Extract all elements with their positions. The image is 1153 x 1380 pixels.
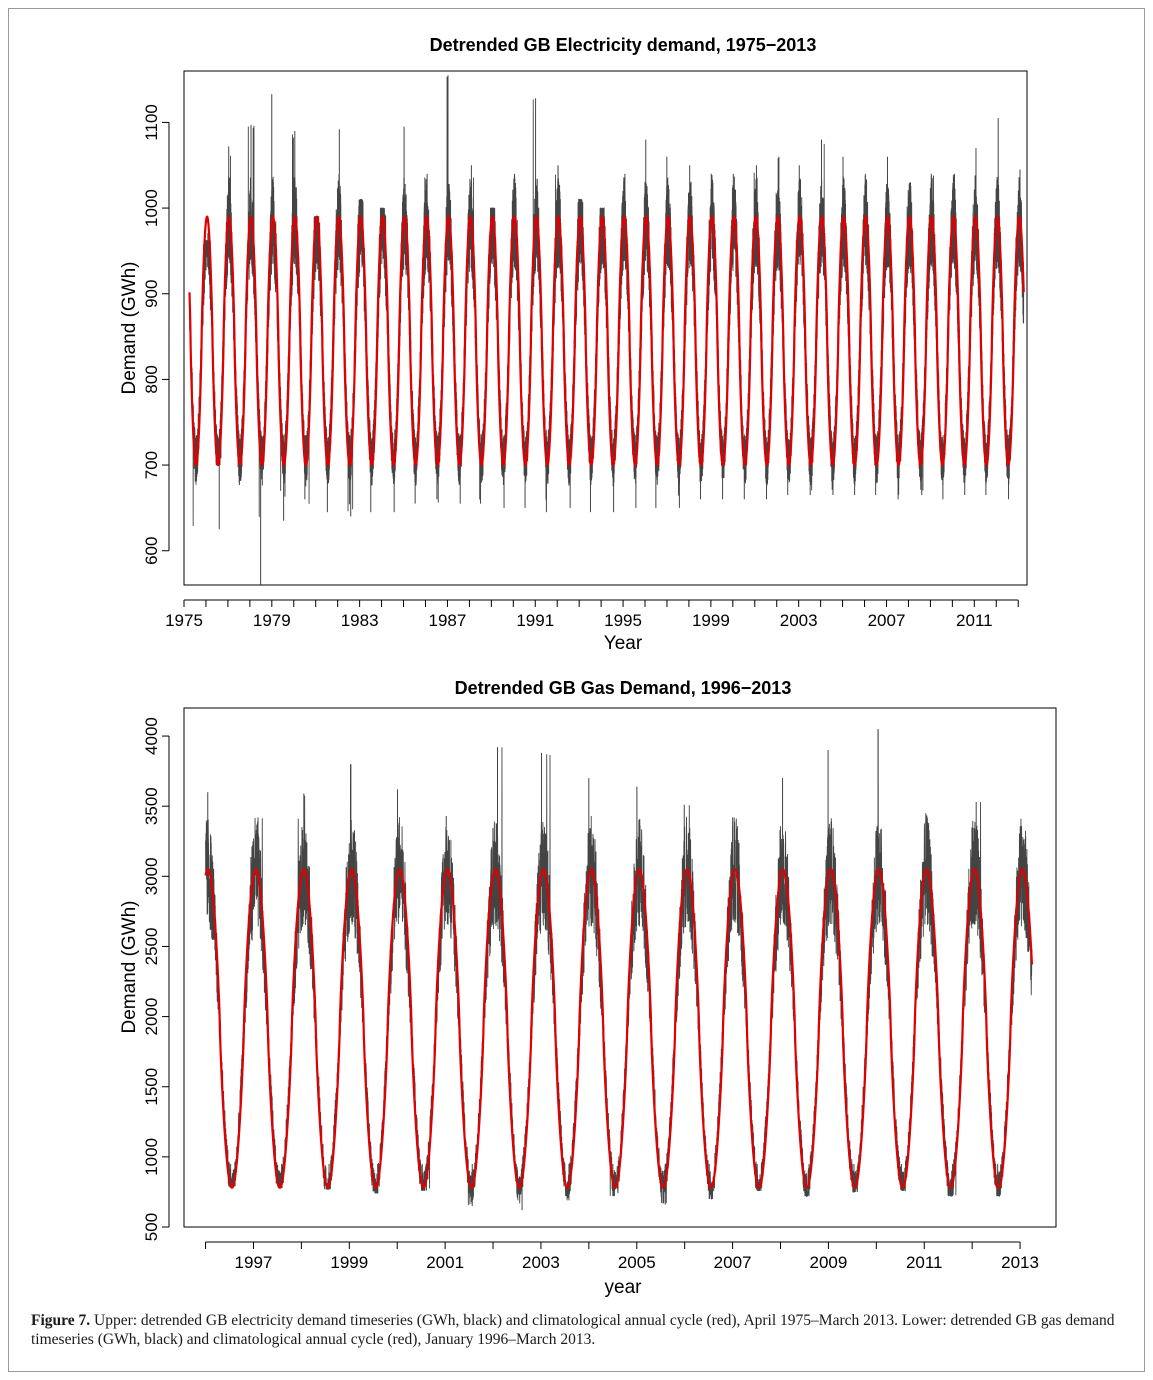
x-tick-label: 2003: [780, 611, 818, 630]
caption-text: Upper: detrended GB electricity demand t…: [31, 1312, 1115, 1348]
x-tick-label: 1979: [253, 611, 291, 630]
x-tick-label: 1975: [165, 611, 203, 630]
y-tick-label: 4000: [142, 717, 161, 755]
figure-frame: Detrended GB Electricity demand, 1975−20…: [8, 8, 1145, 1372]
x-tick-label: 2007: [714, 1253, 752, 1272]
y-tick-label: 1500: [142, 1068, 161, 1106]
x-tick-label: 1991: [516, 611, 554, 630]
figure-svg: Detrended GB Electricity demand, 1975−20…: [119, 35, 1057, 1298]
x-axis: 1975 1979 1983 1987 1991 1995 1999 2003 2007 2011: [165, 599, 1019, 630]
y-tick-label: 800: [142, 365, 161, 393]
x-tick-label: 1999: [330, 1253, 368, 1272]
annual-cycle-line: [204, 868, 1034, 1189]
y-tick-label: 1000: [142, 1138, 161, 1176]
chart-title: Detrended GB Gas Demand, 1996−2013: [455, 678, 792, 698]
x-axis: 1997 1999 2001 2003 2005 2007 2009 2011 2013: [205, 1241, 1039, 1272]
data-layer: [188, 75, 1025, 585]
y-tick-label: 1000: [142, 189, 161, 227]
x-tick-label: 2007: [868, 611, 906, 630]
y-axis: 500 1000 1500 2000 2500 3000 3500 4000: [142, 717, 170, 1241]
x-tick-label: 2001: [426, 1253, 464, 1272]
gas-chart: Detrended GB Gas Demand, 1996−2013 500 10…: [119, 678, 1057, 1298]
x-tick-label: 2013: [1001, 1253, 1039, 1272]
chart-title: Detrended GB Electricity demand, 1975−20…: [430, 35, 817, 55]
x-axis-label: Year: [604, 633, 643, 654]
y-tick-label: 600: [142, 537, 161, 565]
plot-box: [183, 70, 1028, 586]
x-axis-label: year: [605, 1277, 643, 1298]
x-tick-label: 1987: [429, 611, 467, 630]
y-tick-label: 1100: [142, 104, 161, 141]
x-tick-label: 1995: [604, 611, 642, 630]
x-tick-label: 1999: [692, 611, 730, 630]
demand-series-line: [205, 730, 1033, 1206]
figure-caption: Figure 7. Upper: detrended GB electricit…: [31, 1311, 1121, 1349]
x-tick-label: 2011: [956, 611, 993, 630]
y-axis: 600 700 800 900 1000 1100: [142, 104, 170, 565]
annual-cycle-line: [188, 215, 1025, 467]
y-tick-label: 900: [142, 280, 161, 308]
y-tick-label: 3000: [142, 857, 161, 895]
x-tick-label: 2009: [810, 1253, 848, 1272]
y-tick-label: 500: [142, 1213, 161, 1241]
y-axis-label: Demand (GWh): [119, 900, 140, 1033]
electricity-chart: Detrended GB Electricity demand, 1975−20…: [119, 35, 1028, 654]
x-tick-label: 2003: [522, 1253, 560, 1272]
y-tick-label: 2500: [142, 928, 161, 966]
x-tick-label: 1997: [235, 1253, 273, 1272]
y-axis-label: Demand (GWh): [119, 261, 140, 394]
x-tick-label: 2011: [906, 1253, 943, 1272]
y-tick-label: 3500: [142, 787, 161, 825]
y-tick-label: 2000: [142, 998, 161, 1036]
x-tick-label: 2005: [618, 1253, 656, 1272]
plot-box: [183, 707, 1057, 1228]
data-layer: [204, 729, 1034, 1211]
x-tick-label: 1983: [341, 611, 379, 630]
caption-label: Figure 7.: [31, 1312, 91, 1329]
y-tick-label: 700: [142, 451, 161, 479]
